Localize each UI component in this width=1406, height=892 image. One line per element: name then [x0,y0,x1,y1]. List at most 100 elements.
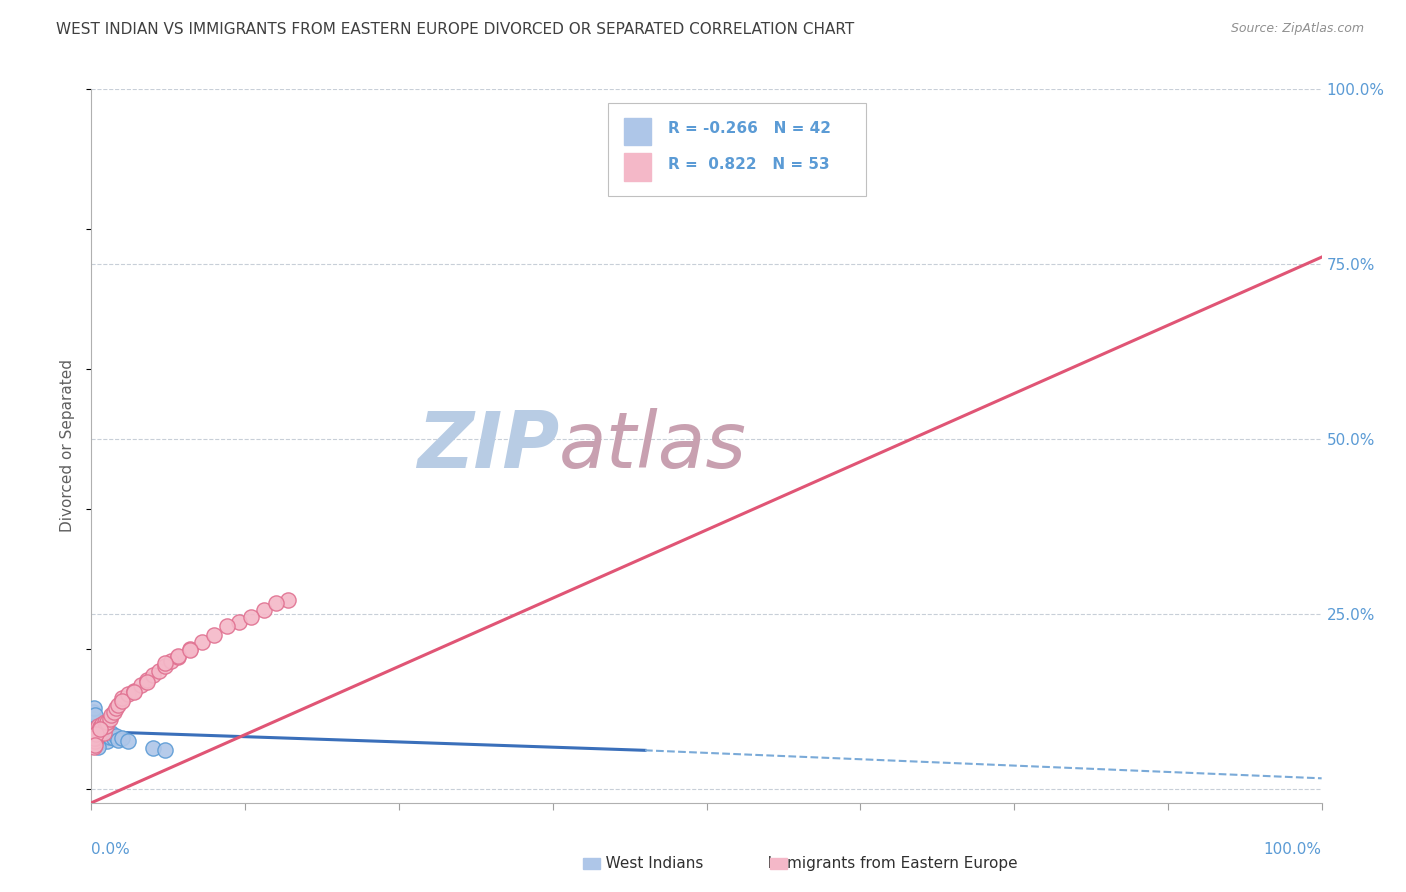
Point [166,648,188,663]
Point [90,728,112,742]
Point [191,635,214,649]
Point [82,723,104,737]
Point [96,733,118,747]
Point [98,730,121,744]
Point [89,732,111,747]
Point [179,641,201,656]
Point [86,727,108,741]
Point [86,726,108,740]
Point [124,685,146,699]
Point [86,731,108,746]
Point [86,719,108,733]
Point [264,596,287,610]
Point [107,698,129,712]
Point [105,701,127,715]
Point [83,729,105,743]
Point [179,643,201,657]
Point [89,720,111,734]
Point [91,717,114,731]
Point [83,720,105,734]
Point [240,610,263,624]
Point [84,726,107,740]
Text: R = -0.266   N = 42: R = -0.266 N = 42 [668,121,831,136]
Text: atlas: atlas [558,408,747,484]
Point [83,739,105,754]
Point [153,656,177,670]
Point [84,729,107,743]
Point [89,723,111,737]
Point [103,731,125,745]
Point [124,684,146,698]
Point [100,708,122,723]
Point [94,725,117,739]
Point [86,736,108,750]
Point [100,726,122,740]
Text: Source: ZipAtlas.com: Source: ZipAtlas.com [1230,22,1364,36]
Point [142,668,165,682]
Point [111,731,134,746]
Point [93,731,115,746]
Point [86,721,108,735]
Point [148,665,170,679]
Point [84,724,107,739]
Point [86,731,108,745]
Text: R =  0.822   N = 53: R = 0.822 N = 53 [668,157,830,171]
Point [90,723,112,737]
Point [135,675,157,690]
Point [82,736,104,750]
Text: West Indians: West Indians [591,856,703,871]
Point [93,726,115,740]
Point [96,715,118,730]
Point [87,726,110,740]
Point [86,727,108,741]
Text: 100.0%: 100.0% [1264,842,1322,857]
Point [87,727,110,741]
Point [83,712,105,726]
Point [84,708,107,723]
Point [83,731,105,746]
Point [93,727,115,741]
Bar [624,118,651,145]
Point [215,619,238,633]
Point [202,628,225,642]
Point [89,716,111,731]
Point [166,650,188,665]
Point [96,719,117,733]
Point [105,729,127,743]
Point [84,717,107,731]
Point [86,723,108,737]
Point [86,718,108,732]
FancyBboxPatch shape [607,103,866,196]
Text: Immigrants from Eastern Europe: Immigrants from Eastern Europe [754,856,1018,871]
Point [86,739,108,754]
Point [153,659,177,673]
Point [84,734,107,748]
Point [91,722,114,736]
Point [103,705,125,719]
Point [83,701,105,715]
Point [87,723,110,738]
Point [84,734,107,748]
Point [94,715,117,730]
Text: WEST INDIAN VS IMMIGRANTS FROM EASTERN EUROPE DIVORCED OR SEPARATED CORRELATION : WEST INDIAN VS IMMIGRANTS FROM EASTERN E… [56,22,855,37]
Point [90,723,112,738]
Point [82,732,104,747]
Point [82,719,104,733]
Point [98,712,121,726]
Point [117,687,139,701]
Point [83,715,105,730]
Text: 0.0%: 0.0% [91,842,131,857]
Point [277,593,299,607]
Point [160,655,183,669]
Y-axis label: Divorced or Separated: Divorced or Separated [60,359,76,533]
Point [86,729,108,743]
Point [129,678,152,692]
Point [84,739,107,753]
Point [82,705,104,719]
Bar [624,153,651,180]
Point [228,615,250,630]
Point [153,743,177,757]
Text: ZIP: ZIP [416,408,558,484]
Point [111,690,134,705]
Point [253,603,276,617]
